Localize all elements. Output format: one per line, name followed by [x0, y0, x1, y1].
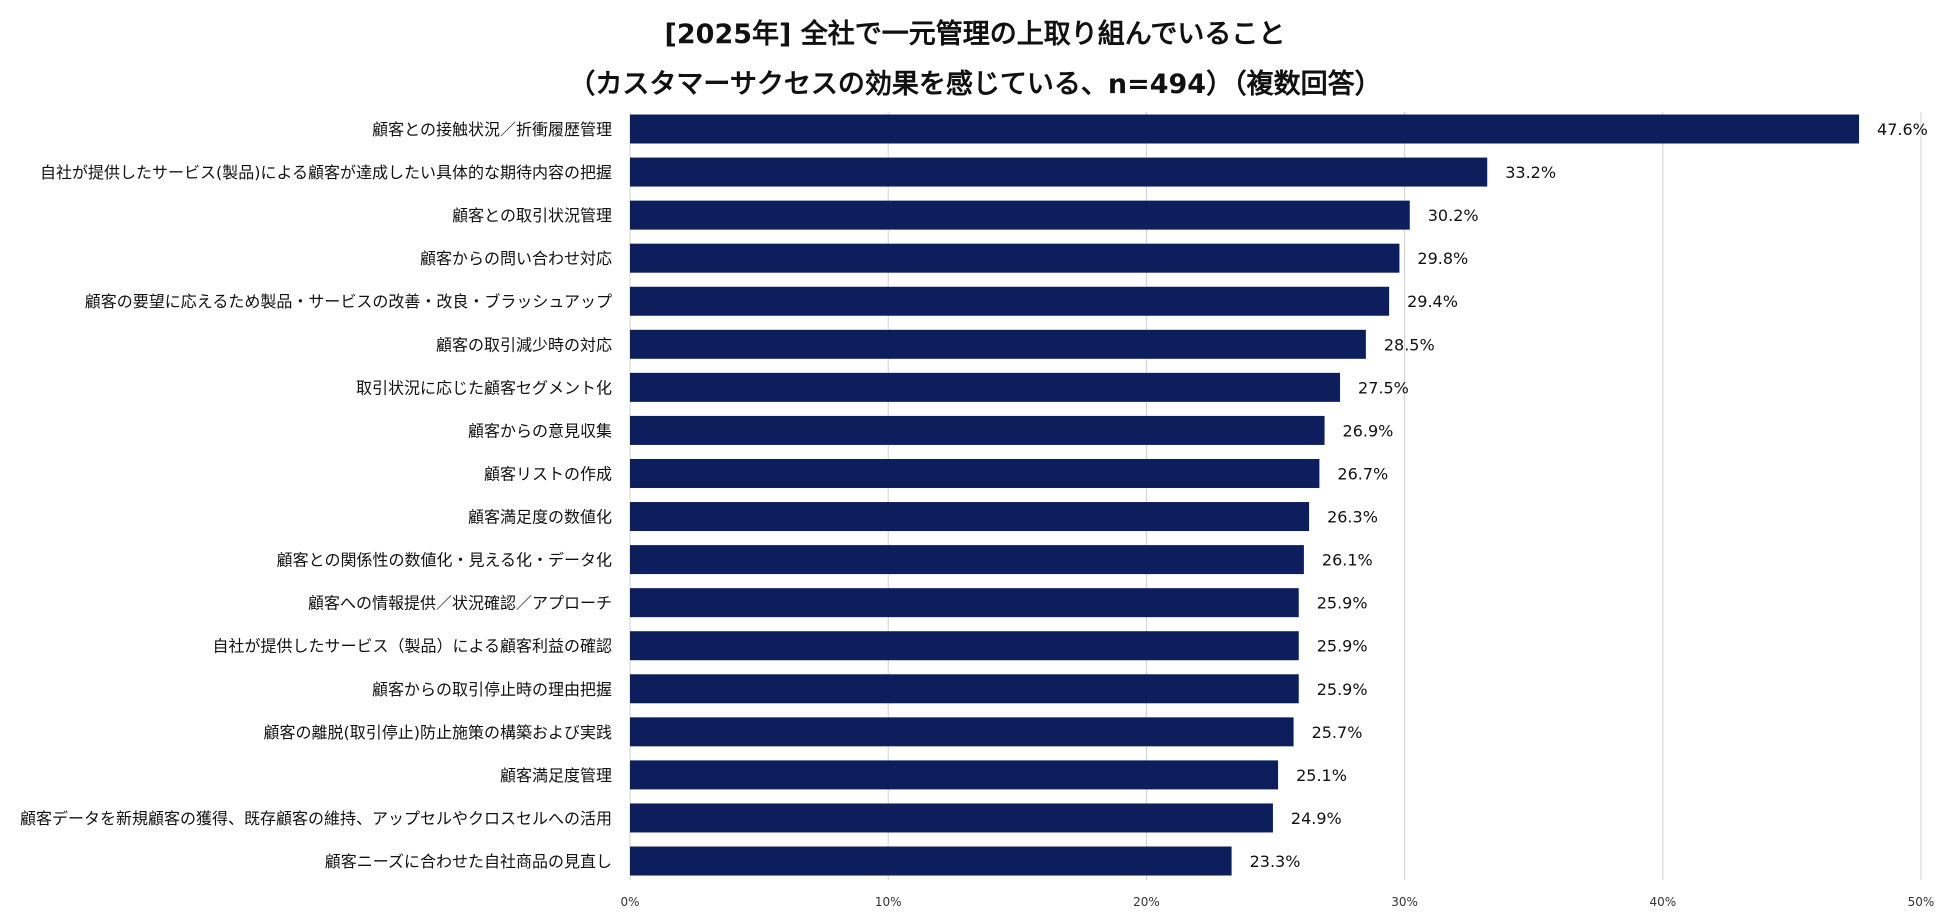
category-label: 顧客への情報提供／状況確認／アプローチ: [308, 594, 612, 613]
category-label: 顧客ニーズに合わせた自社商品の見直し: [325, 852, 612, 871]
bar: [630, 200, 1410, 230]
bar: [630, 846, 1232, 876]
value-label: 29.4%: [1407, 292, 1458, 311]
x-tick-label: 30%: [1391, 895, 1418, 909]
value-label: 24.9%: [1291, 809, 1342, 828]
value-label: 30.2%: [1428, 206, 1479, 225]
category-label: 顧客満足度管理: [500, 766, 612, 785]
value-label: 25.7%: [1312, 723, 1363, 742]
x-tick-label: 40%: [1649, 895, 1676, 909]
category-label: 顧客との取引状況管理: [452, 206, 612, 225]
bar: [630, 243, 1400, 273]
x-tick-label: 50%: [1908, 895, 1935, 909]
value-label: 33.2%: [1505, 163, 1556, 182]
value-label: 25.9%: [1317, 680, 1368, 699]
category-label: 自社が提供したサービス（製品）による顧客利益の確認: [212, 637, 612, 656]
bar: [630, 372, 1341, 402]
bar: [630, 717, 1294, 747]
bar: [630, 114, 1860, 144]
value-label: 25.9%: [1317, 637, 1368, 656]
value-label: 23.3%: [1250, 852, 1301, 871]
bar: [630, 502, 1310, 532]
bar: [630, 631, 1299, 661]
x-tick-label: 20%: [1133, 895, 1160, 909]
value-label: 26.7%: [1337, 464, 1388, 483]
grid-layer: [629, 112, 1922, 880]
chart-title: [2025年] 全社で一元管理の上取り組んでいること: [664, 19, 1286, 50]
bar: [630, 760, 1279, 790]
value-label: 26.3%: [1327, 508, 1378, 527]
bar: [630, 157, 1488, 187]
bar: [630, 415, 1325, 445]
category-label: 顧客との関係性の数値化・見える化・データ化: [277, 551, 612, 570]
category-label: 顧客からの意見収集: [468, 421, 612, 440]
value-label: 27.5%: [1358, 378, 1409, 397]
bar: [630, 674, 1299, 704]
value-label: 29.8%: [1417, 249, 1468, 268]
category-label: 顧客からの問い合わせ対応: [420, 249, 612, 268]
bar: [630, 286, 1390, 316]
value-label: 26.9%: [1343, 421, 1394, 440]
category-label: 顧客データを新規顧客の獲得、既存顧客の維持、アップセルやクロスセルへの活用: [20, 809, 612, 828]
chart-subtitle: （カスタマーサクセスの効果を感じている、n=494）（複数回答）: [568, 69, 1382, 100]
category-label: 顧客との接触状況／折衝履歴管理: [372, 120, 612, 139]
x-tick-label: 10%: [875, 895, 902, 909]
category-label: 自社が提供したサービス(製品)による顧客が達成したい具体的な期待内容の把握: [40, 163, 612, 182]
label-layer: 顧客との接触状況／折衝履歴管理 47.6% 自社が提供したサービス(製品)による顧客…: [20, 120, 1928, 871]
bar: [630, 588, 1299, 618]
value-label: 25.9%: [1317, 594, 1368, 613]
category-label: 取引状況に応じた顧客セグメント化: [356, 378, 612, 397]
bar: [630, 329, 1366, 359]
bar: [630, 803, 1273, 833]
value-label: 47.6%: [1877, 120, 1928, 139]
category-label: 顧客リストの作成: [484, 464, 612, 483]
category-label: 顧客からの取引停止時の理由把握: [372, 680, 612, 699]
value-label: 26.1%: [1322, 551, 1373, 570]
category-label: 顧客の要望に応えるため製品・サービスの改善・改良・ブラッシュアップ: [85, 292, 612, 311]
bar: [630, 545, 1304, 575]
bar: [630, 458, 1320, 488]
category-label: 顧客満足度の数値化: [468, 508, 612, 527]
category-label: 顧客の取引減少時の対応: [436, 335, 612, 354]
value-label: 28.5%: [1384, 335, 1435, 354]
x-tick-label: 0%: [620, 895, 639, 909]
x-axis-ticks: 0% 10% 20% 30% 40% 50%: [620, 895, 1934, 909]
value-label: 25.1%: [1296, 766, 1347, 785]
category-label: 顧客の離脱(取引停止)防止施策の構築および実践: [264, 723, 613, 742]
bar-layer: [630, 114, 1860, 876]
